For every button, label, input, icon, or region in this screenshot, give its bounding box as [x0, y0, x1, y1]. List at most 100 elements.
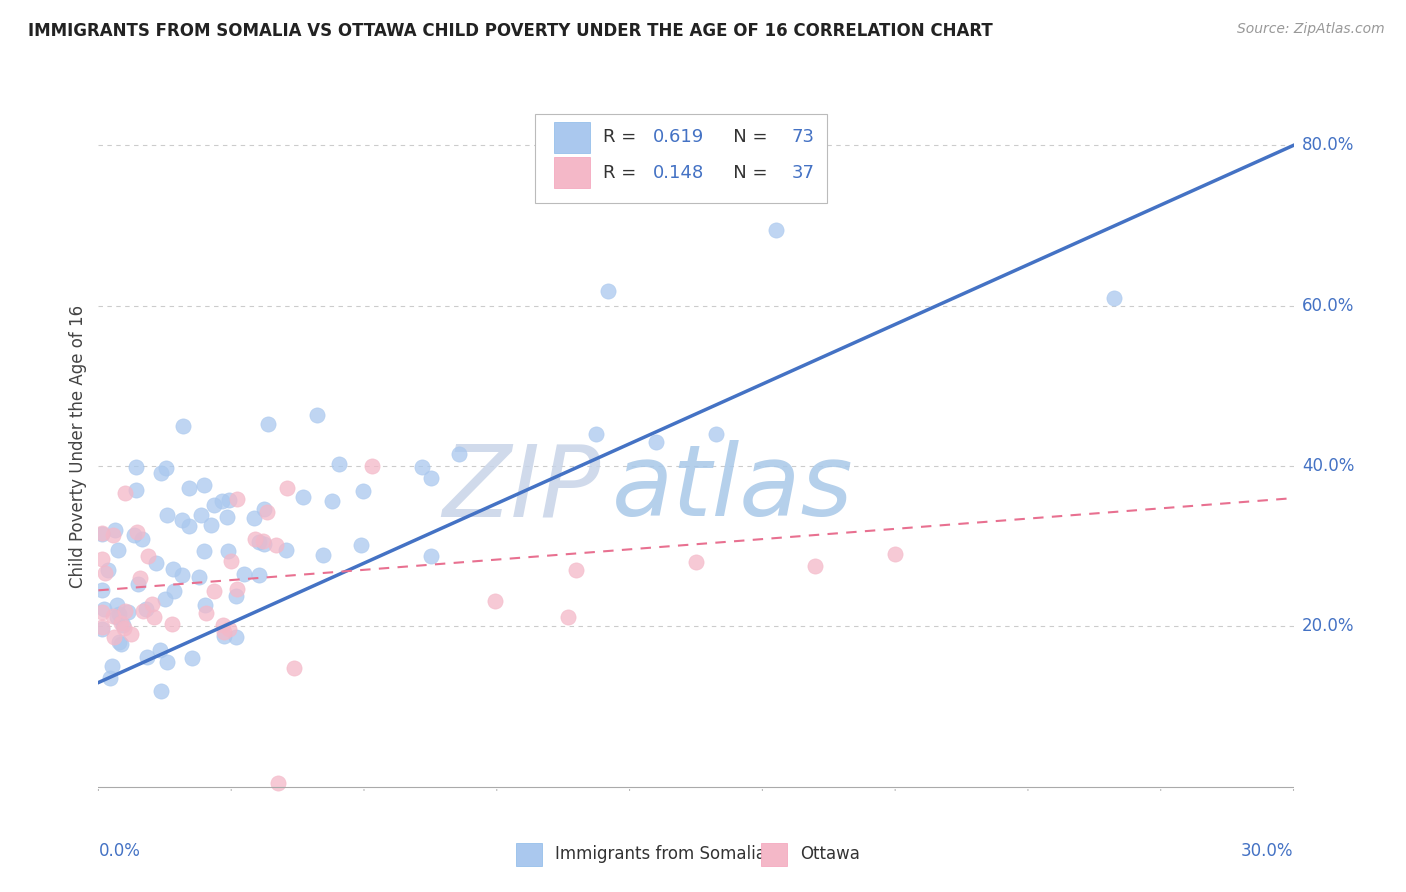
Point — [360, 459, 382, 474]
Point — [225, 590, 247, 604]
Point — [131, 532, 153, 546]
Text: 40.0%: 40.0% — [1302, 457, 1354, 475]
Point — [292, 490, 315, 504]
Point — [420, 470, 443, 484]
Point — [214, 629, 236, 643]
Point — [212, 624, 235, 639]
Point — [765, 222, 787, 236]
Point — [252, 534, 274, 549]
Text: 0.0%: 0.0% — [98, 842, 141, 860]
Point — [160, 616, 183, 631]
Text: Ottawa: Ottawa — [800, 846, 860, 863]
Point — [219, 554, 242, 568]
Text: N =: N = — [716, 163, 773, 181]
Point — [101, 528, 124, 542]
Point — [202, 583, 225, 598]
Point — [565, 563, 588, 577]
Point — [114, 485, 136, 500]
Point — [104, 524, 127, 538]
Point — [107, 542, 129, 557]
Point — [557, 609, 579, 624]
Point — [685, 555, 707, 569]
Point — [276, 481, 298, 495]
Point — [193, 544, 215, 558]
Point — [225, 630, 247, 644]
Point — [91, 605, 114, 619]
Point — [243, 532, 266, 546]
Point — [200, 517, 222, 532]
Point — [120, 626, 142, 640]
Point — [114, 604, 136, 618]
Point — [103, 630, 125, 644]
Text: 73: 73 — [792, 128, 814, 146]
Point — [253, 537, 276, 551]
Point — [215, 510, 238, 524]
Point — [187, 570, 209, 584]
Point — [107, 635, 129, 649]
Point — [218, 492, 240, 507]
Point — [172, 419, 194, 434]
Y-axis label: Child Poverty Under the Age of 16: Child Poverty Under the Age of 16 — [69, 304, 87, 588]
Point — [155, 592, 177, 607]
Point — [108, 607, 131, 621]
Point — [321, 493, 343, 508]
Point — [247, 568, 270, 582]
Point — [125, 460, 148, 475]
Text: 80.0%: 80.0% — [1302, 136, 1354, 154]
Point — [276, 542, 298, 557]
Point — [135, 650, 157, 665]
Point — [110, 637, 132, 651]
Text: ZIP: ZIP — [441, 441, 600, 537]
Point — [194, 598, 217, 612]
Point — [194, 606, 217, 620]
Point — [267, 776, 290, 790]
Point — [132, 604, 155, 618]
Text: IMMIGRANTS FROM SOMALIA VS OTTAWA CHILD POVERTY UNDER THE AGE OF 16 CORRELATION : IMMIGRANTS FROM SOMALIA VS OTTAWA CHILD … — [28, 22, 993, 40]
Point — [585, 427, 607, 442]
Point — [211, 493, 233, 508]
Point — [193, 478, 215, 492]
Text: Source: ZipAtlas.com: Source: ZipAtlas.com — [1237, 22, 1385, 37]
Point — [170, 567, 193, 582]
Text: atlas: atlas — [613, 441, 853, 537]
Point — [162, 562, 184, 576]
Point — [704, 427, 727, 442]
Point — [101, 659, 124, 673]
Point — [105, 598, 128, 612]
Text: 0.619: 0.619 — [652, 128, 704, 146]
Point — [149, 643, 172, 657]
Point — [177, 518, 200, 533]
Point — [247, 534, 270, 549]
Point — [283, 661, 305, 675]
Point — [127, 576, 149, 591]
Point — [110, 616, 132, 631]
Point — [156, 508, 179, 522]
FancyBboxPatch shape — [516, 843, 541, 865]
Point — [112, 618, 135, 632]
Point — [150, 466, 173, 480]
Point — [112, 621, 135, 635]
Point — [884, 547, 907, 561]
Point — [328, 457, 350, 471]
Point — [91, 620, 114, 634]
Point — [226, 582, 249, 597]
Point — [1104, 291, 1126, 305]
Point — [91, 525, 114, 540]
Point — [218, 622, 240, 636]
Text: 20.0%: 20.0% — [1302, 617, 1354, 635]
FancyBboxPatch shape — [554, 121, 589, 153]
Point — [145, 556, 167, 570]
Point — [125, 483, 148, 498]
Point — [350, 538, 373, 552]
Point — [93, 602, 115, 616]
Point — [97, 563, 120, 577]
Point — [233, 566, 256, 581]
Point — [447, 447, 470, 461]
Point — [98, 671, 121, 685]
Point — [243, 511, 266, 525]
Point — [312, 548, 335, 562]
Point — [155, 655, 177, 669]
Text: R =: R = — [603, 163, 641, 181]
Point — [181, 651, 204, 665]
Text: 0.148: 0.148 — [652, 163, 704, 181]
